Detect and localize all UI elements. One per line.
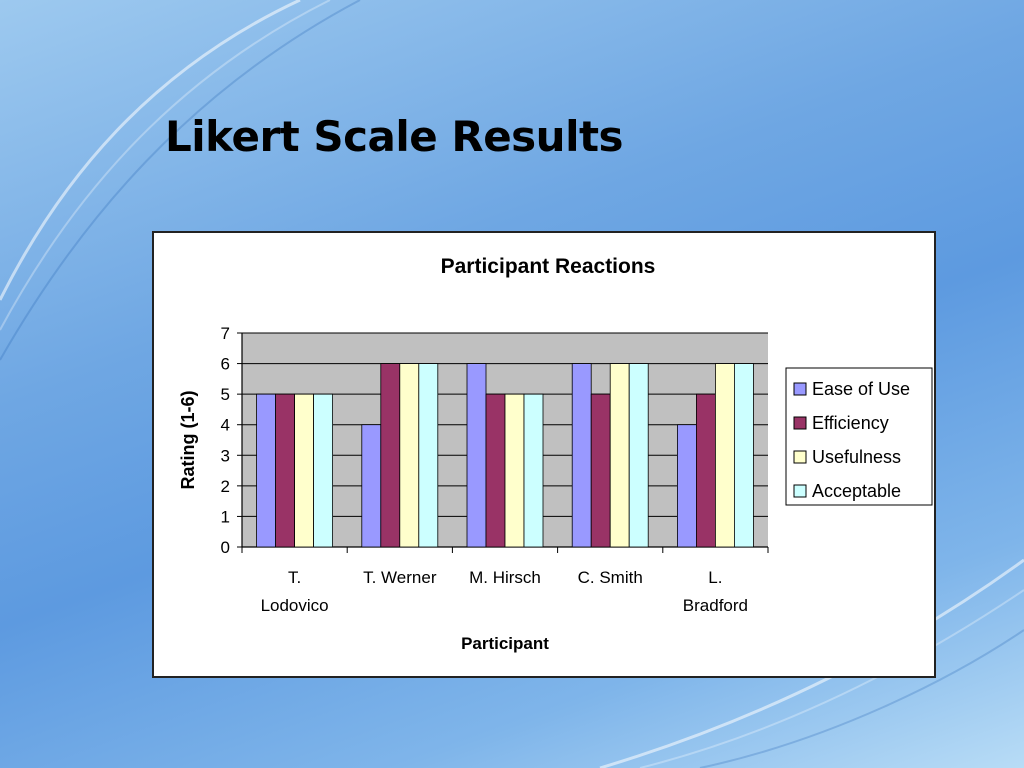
x-axis-title: Participant [461,634,549,653]
x-tick-label: M. Hirsch [469,568,541,587]
y-tick-label: 2 [221,477,230,496]
y-axis-title: Rating (1-6) [178,390,198,489]
x-tick-label: C. Smith [578,568,643,587]
bar [696,393,716,548]
bar [715,363,735,548]
bar [485,393,506,548]
bar-chart: Participant Reactions 0 1 2 3 4 5 6 7 T. Lodovico T… [178,255,933,653]
bar [734,363,754,548]
y-tick-label: 3 [221,446,230,465]
bar [590,393,611,548]
bar [466,363,487,548]
y-tick-label: 5 [221,385,230,404]
legend-swatch [793,450,807,464]
bar [418,363,439,548]
y-tick-label: 7 [221,324,230,343]
x-tick-label: L. [708,568,722,587]
bar [361,424,382,548]
y-tick-label: 6 [221,355,230,374]
legend-swatch [793,416,807,430]
x-tick-label: T. Werner [363,568,437,587]
legend-label: Ease of Use [812,379,910,399]
legend-box [785,367,933,506]
bar [628,363,649,548]
bar [677,424,697,548]
bar [256,393,276,548]
y-tick-label: 1 [221,507,230,526]
bar [504,393,525,548]
bar [609,363,630,548]
legend-swatch [793,484,807,498]
x-tick-label: T. [288,568,301,587]
bar [294,393,315,548]
chart-frame: Participant Reactions 0 1 2 3 4 5 6 7 T. Lodovico T… [152,231,936,678]
legend-swatch [793,382,807,396]
bar [399,363,420,548]
legend-label: Usefulness [812,447,901,467]
x-tick-label: Lodovico [261,596,329,615]
x-tick-label: Bradford [683,596,748,615]
y-tick-label: 4 [221,416,230,435]
bar [313,393,334,548]
legend-label: Efficiency [812,413,889,433]
y-tick-label: 0 [221,538,230,557]
bar [523,393,544,548]
legend-label: Acceptable [812,481,901,501]
slide-title: Likert Scale Results [165,112,624,161]
chart-title: Participant Reactions [441,255,656,278]
bar [275,393,295,548]
bar [380,363,401,548]
bar [571,363,592,548]
